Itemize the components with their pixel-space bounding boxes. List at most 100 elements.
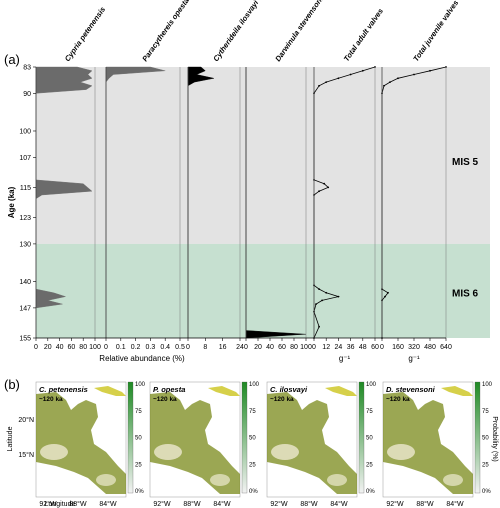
x-tick-label: 0 (244, 344, 248, 351)
series-point (318, 84, 320, 87)
series-point (389, 81, 391, 83)
y-tick-label: 123 (19, 215, 31, 222)
map-land (267, 392, 357, 494)
series-point (325, 291, 328, 294)
map-low-probability (387, 444, 415, 460)
y-tick-label: 130 (19, 241, 31, 248)
y-tick-label: 100 (19, 128, 31, 135)
series-point (318, 325, 320, 328)
series-point (384, 295, 386, 298)
series-point (429, 69, 431, 72)
x-axis-label: Relative abundance (%) (99, 354, 185, 363)
x-tick-label: 8 (203, 344, 207, 351)
probability-legend (474, 381, 481, 494)
probability-legend (127, 381, 134, 494)
age-label: ~120 ka (153, 396, 177, 403)
map-low-probability (271, 444, 299, 460)
mis5-label: MIS 5 (452, 157, 479, 168)
series-point (383, 84, 385, 87)
x-tick-label: 24 (335, 344, 343, 351)
legend-tick-label: 75 (482, 409, 489, 415)
panel-b-maps: C. petenensis ~120 ka 100 75 50 25 0% 92°W 88°W 8… (7, 381, 498, 508)
unit-label: g⁻¹ (408, 354, 420, 363)
y-tick-label: 155 (19, 336, 31, 343)
map-x-tick-label: 88°W (300, 500, 318, 508)
map-x-tick-label: 88°W (183, 500, 201, 508)
legend-tick-label: 50 (249, 436, 256, 442)
species-name: D. stevensoni (386, 385, 436, 394)
y-tick-label: 83 (23, 65, 31, 72)
x-tick-label: 60 (278, 344, 286, 351)
legend-tick-label: 50 (135, 436, 142, 442)
series-point (318, 190, 320, 193)
series-point (325, 81, 328, 83)
legend-tick-label: 100 (135, 382, 146, 388)
map-x-tick-label: 92°W (153, 500, 171, 508)
x-tick-label: 80 (79, 344, 87, 351)
map-low-probability (210, 474, 230, 486)
map-x-tick-label: 84°W (330, 500, 348, 508)
x-tick-label: 60 (68, 344, 76, 351)
series-title: Paracythereis opesta (140, 0, 191, 63)
x-tick-label: 40 (56, 344, 64, 351)
map-low-probability (154, 444, 182, 460)
legend-tick-label: 0% (135, 489, 144, 495)
x-tick-label: 20 (44, 344, 52, 351)
map-island (208, 386, 240, 396)
map-land (150, 392, 240, 494)
x-tick-label: 60 (371, 344, 379, 351)
x-tick-label: 0.1 (116, 344, 126, 351)
legend-tick-label: 0% (249, 489, 258, 495)
legend-tick-label: 100 (482, 382, 493, 388)
map-x-axis-label: Longitude (45, 501, 76, 508)
series-point (321, 299, 323, 302)
age-label: ~120 ka (39, 396, 63, 403)
map-x-tick-label: 88°W (69, 500, 87, 508)
y-tick-label: 107 (19, 155, 31, 162)
legend-tick-label: 100 (249, 382, 260, 388)
map-island (441, 386, 473, 396)
x-tick-label: 0 (34, 344, 38, 351)
legend-tick-label: 25 (366, 462, 373, 468)
x-tick-label: 0.2 (131, 344, 141, 351)
map-x-tick-label: 92°W (270, 500, 288, 508)
series-point (413, 73, 415, 76)
series-point (387, 291, 389, 294)
legend-tick-label: 100 (366, 382, 377, 388)
series-point (337, 77, 340, 80)
mis6-label: MIS 6 (452, 289, 479, 300)
map-low-probability (96, 474, 116, 486)
legend-tick-label: 0% (482, 489, 491, 495)
y-axis-label: Age (ka) (7, 186, 16, 218)
x-tick-label: 640 (440, 344, 452, 351)
map-y-axis-label: Latitude (7, 426, 14, 451)
legend-tick-label: 0% (366, 489, 375, 495)
map-x-tick-label: 88°W (416, 500, 434, 508)
series-point (397, 77, 399, 80)
map-x-tick-label: 92°W (386, 500, 404, 508)
map-low-probability (443, 474, 463, 486)
y-tick-label: 90 (23, 91, 31, 98)
x-tick-label: 0 (380, 344, 384, 351)
probability-legend (358, 381, 365, 494)
x-tick-label: 0 (186, 344, 190, 351)
map-land (383, 392, 473, 494)
map-low-probability (40, 444, 68, 460)
mis5-band (36, 67, 490, 244)
map-x-tick-label: 84°W (213, 500, 231, 508)
x-tick-label: 0.4 (160, 344, 170, 351)
x-tick-label: 0 (312, 344, 316, 351)
map-land (36, 392, 126, 494)
distribution-map: D. stevensoni ~120 ka 100 75 50 25 0% 92°W 88°W 8… (382, 381, 493, 508)
map-y-tick-label: 20°N (18, 416, 34, 424)
probability-legend (241, 381, 248, 494)
x-tick-label: 40 (266, 344, 274, 351)
age-label: ~120 ka (270, 396, 294, 403)
species-name: C. ilosvayi (270, 385, 308, 394)
series-point (349, 73, 352, 76)
legend-tick-label: 50 (482, 436, 489, 442)
age-label: ~120 ka (386, 396, 410, 403)
series-point (315, 303, 317, 305)
x-tick-label: 0 (104, 344, 108, 351)
y-tick-label: 147 (19, 305, 31, 312)
